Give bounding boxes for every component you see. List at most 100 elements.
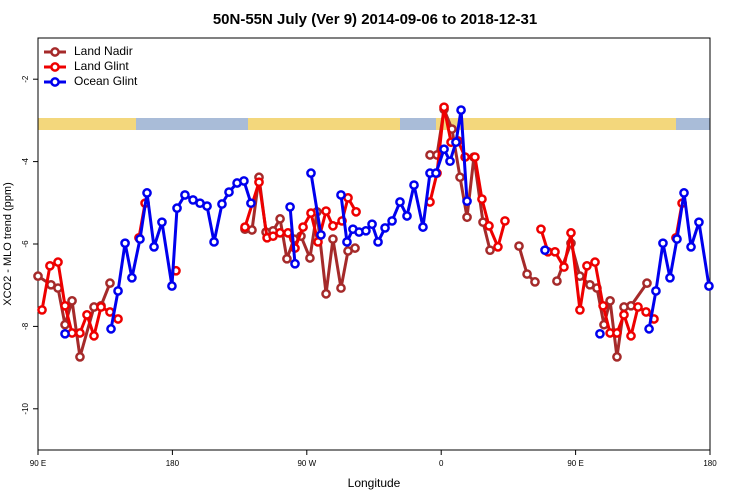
- data-point: [172, 203, 182, 214]
- data-point: [484, 221, 494, 231]
- x-tick-label: 0: [439, 459, 444, 468]
- data-point: [306, 208, 316, 218]
- data-point: [540, 245, 550, 256]
- data-point: [290, 258, 300, 269]
- data-point: [672, 234, 682, 244]
- data-point: [60, 319, 70, 330]
- data-point: [321, 289, 331, 299]
- data-point: [536, 224, 546, 235]
- data-point: [367, 219, 377, 230]
- data-point: [246, 198, 256, 209]
- data-point: [590, 257, 600, 267]
- x-tick-label: 90 W: [297, 459, 316, 468]
- data-point: [402, 211, 412, 221]
- data-point: [180, 190, 190, 200]
- data-point: [298, 222, 308, 232]
- data-point: [37, 305, 47, 315]
- data-point: [679, 188, 689, 198]
- data-point: [462, 196, 472, 207]
- data-point: [439, 144, 449, 155]
- data-point: [642, 278, 652, 288]
- data-point: [142, 188, 152, 198]
- data-point: [704, 281, 714, 291]
- data-point: [445, 156, 455, 167]
- legend-label: Land Nadir: [74, 44, 133, 58]
- data-point: [641, 307, 651, 317]
- data-point: [612, 352, 622, 362]
- data-point: [485, 245, 495, 256]
- series-line: [109, 108, 711, 330]
- data-point: [336, 190, 346, 200]
- data-point: [285, 202, 295, 212]
- data-point: [387, 216, 397, 226]
- data-point: [105, 278, 115, 288]
- data-point: [694, 217, 704, 228]
- data-point: [89, 331, 99, 341]
- data-point: [283, 228, 293, 238]
- data-point: [342, 237, 352, 247]
- y-tick-label: -8: [21, 322, 30, 330]
- x-tick-label: 180: [166, 459, 180, 468]
- data-point: [351, 207, 361, 217]
- data-point: [451, 137, 461, 148]
- data-point: [552, 276, 562, 286]
- series-line: [37, 107, 649, 359]
- y-tick-label: -4: [21, 157, 30, 165]
- data-point: [595, 328, 605, 339]
- land-band: [248, 118, 400, 130]
- data-point: [106, 324, 116, 334]
- data-point: [33, 271, 43, 281]
- data-point: [550, 246, 560, 257]
- data-point: [500, 216, 510, 226]
- data-point: [514, 241, 524, 251]
- data-point: [120, 238, 130, 249]
- data-point: [686, 242, 696, 252]
- y-tick-label: -10: [21, 402, 30, 414]
- legend-label: Ocean Glint: [74, 74, 138, 88]
- land-sea-strip: [38, 118, 710, 130]
- data-point: [477, 194, 487, 204]
- data-point: [598, 300, 608, 311]
- data-point: [462, 212, 472, 223]
- data-point: [493, 242, 503, 252]
- data-point: [113, 286, 123, 296]
- data-point: [96, 302, 106, 312]
- data-point: [395, 197, 405, 207]
- data-point: [328, 234, 338, 244]
- data-point: [575, 305, 585, 315]
- data-point: [53, 257, 63, 267]
- data-point: [240, 222, 250, 232]
- legend-marker: [50, 77, 60, 87]
- data-point: [361, 225, 371, 236]
- legend-marker: [50, 47, 60, 57]
- data-point: [167, 281, 177, 291]
- data-point: [217, 199, 227, 209]
- data-point: [239, 176, 249, 186]
- data-point: [373, 237, 383, 247]
- legend-label: Land Glint: [74, 59, 129, 73]
- data-point: [254, 177, 264, 188]
- data-point: [82, 310, 92, 320]
- data-point: [60, 300, 70, 311]
- data-point: [75, 328, 85, 338]
- data-point: [633, 302, 643, 312]
- chart-title: 50N-55N July (Ver 9) 2014-09-06 to 2018-…: [213, 11, 537, 28]
- data-point: [431, 168, 441, 178]
- data-point: [530, 277, 540, 287]
- data-point: [559, 262, 569, 272]
- data-point: [470, 152, 480, 162]
- data-point: [275, 214, 285, 224]
- data-point: [113, 314, 123, 324]
- data-point: [135, 234, 145, 244]
- data-point: [202, 201, 212, 211]
- data-point: [224, 187, 234, 197]
- data-point: [275, 228, 285, 238]
- data-point: [305, 253, 315, 263]
- data-point: [75, 352, 85, 362]
- data-point: [409, 180, 419, 190]
- data-point: [658, 238, 668, 249]
- legend-marker: [50, 62, 60, 72]
- data-point: [60, 328, 70, 339]
- data-point: [665, 272, 675, 283]
